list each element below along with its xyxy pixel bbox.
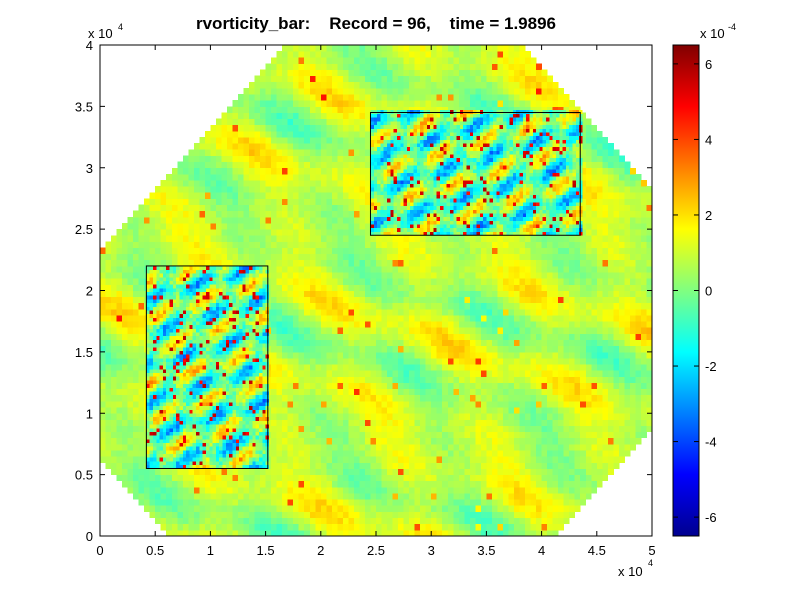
y-tick-label: 2 [86, 284, 93, 299]
y-tick-label: 3 [86, 161, 93, 176]
x-tick-label: 1 [207, 543, 214, 558]
x-tick-label: 0.5 [146, 543, 164, 558]
y-tick-label: 0.5 [75, 468, 93, 483]
colorbar-tick-label: 2 [705, 208, 712, 223]
colorbar-tick-label: -6 [705, 510, 717, 525]
x-axis: 0 0.5 1 1.5 2 2.5 3 3.5 4 4.5 5 [96, 45, 656, 558]
y-tick-label: 1 [86, 406, 93, 421]
y-tick-label: 2.5 [75, 222, 93, 237]
colorbar-multiplier: x 10 [700, 26, 725, 41]
y-tick-label: 3.5 [75, 99, 93, 114]
x-tick-label: 3.5 [477, 543, 495, 558]
x-tick-label: 1.5 [257, 543, 275, 558]
x-tick-label: 2 [317, 543, 324, 558]
chart-title: rvorticity_bar: Record = 96, time = 1.98… [195, 14, 556, 33]
x-tick-label: 5 [648, 543, 655, 558]
nested-domain-box-2 [369, 112, 581, 236]
nested-domain-box-1 [145, 265, 269, 469]
colorbar-tick-label: -4 [705, 435, 717, 450]
colorbar-tick-label: 4 [705, 132, 712, 147]
x-multiplier: x 10 [618, 564, 643, 579]
y-axis: 0 0.5 1 1.5 2 2.5 3 3.5 4 [75, 38, 652, 544]
nested-domains [145, 112, 581, 469]
y-tick-label: 4 [86, 38, 93, 53]
colorbar-multiplier-exponent: -4 [728, 22, 736, 32]
y-tick-label: 0 [86, 529, 93, 544]
x-tick-label: 4.5 [588, 543, 606, 558]
y-tick-label: 1.5 [75, 345, 93, 360]
y-multiplier: x 10 [88, 26, 113, 41]
x-multiplier-exponent: 4 [648, 558, 653, 568]
x-tick-label: 3 [428, 543, 435, 558]
y-multiplier-exponent: 4 [118, 22, 123, 32]
colorbar-tick-label: -2 [705, 359, 717, 374]
vorticity-field [100, 45, 652, 536]
x-tick-label: 4 [538, 543, 545, 558]
x-tick-label: 0 [96, 543, 103, 558]
x-tick-label: 2.5 [367, 543, 385, 558]
colorbar-tick-label: 6 [705, 57, 712, 72]
colorbar-tick-label: 0 [705, 284, 712, 299]
colorbar-axis: -6 -4 -2 0 2 4 6 [673, 57, 717, 525]
